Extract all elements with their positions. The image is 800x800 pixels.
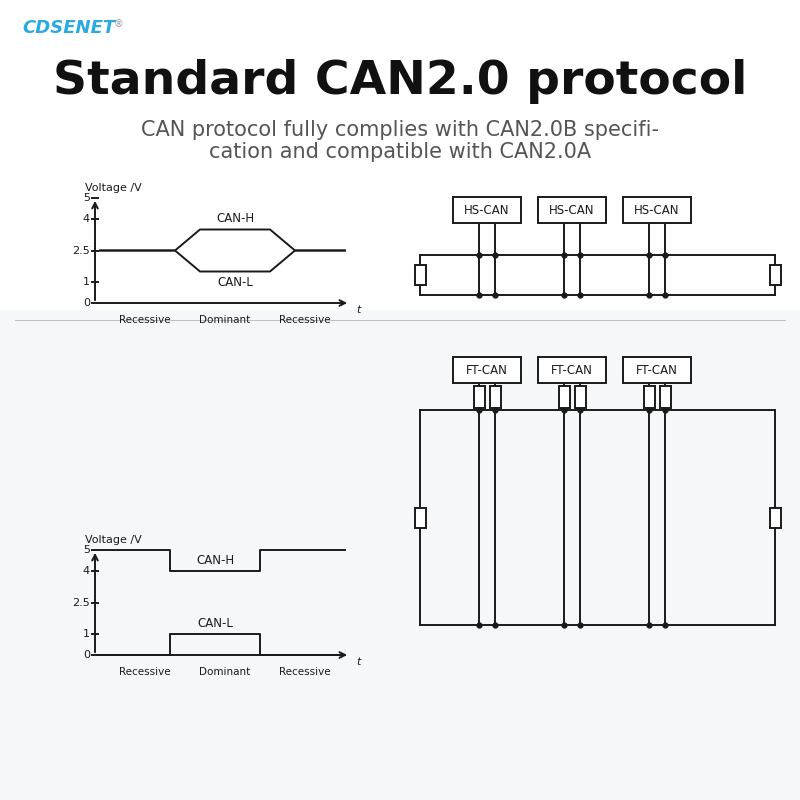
Bar [623,357,691,383]
Bar [770,265,781,285]
Bar [623,197,691,223]
Text: FT-CAN: FT-CAN [466,363,508,377]
Text: 2.5: 2.5 [72,598,90,607]
Text: FT-CAN: FT-CAN [551,363,593,377]
Bar [414,507,426,527]
Bar [414,265,426,285]
Text: Voltage /V: Voltage /V [85,183,142,193]
Text: CAN-L: CAN-L [197,617,233,630]
Text: 5: 5 [83,545,90,555]
Text: ®: ® [114,19,124,29]
Bar [574,386,586,407]
Bar [0,310,800,800]
Text: Voltage /V: Voltage /V [85,535,142,545]
Text: Recessive: Recessive [279,667,331,677]
Text: Dominant: Dominant [199,667,250,677]
Text: 5: 5 [83,193,90,203]
Text: CAN-H: CAN-H [216,212,254,226]
Text: 0: 0 [83,298,90,308]
Text: 1: 1 [83,629,90,639]
Text: Dominant: Dominant [199,315,250,325]
Text: FT-CAN: FT-CAN [636,363,678,377]
Text: Recessive: Recessive [279,315,331,325]
Text: Standard CAN2.0 protocol: Standard CAN2.0 protocol [53,59,747,105]
Text: CAN-L: CAN-L [217,276,253,289]
Text: CAN-H: CAN-H [196,554,234,567]
Text: 0: 0 [83,650,90,660]
Text: Recessive: Recessive [119,315,171,325]
Text: CAN protocol fully complies with CAN2.0B specifi-: CAN protocol fully complies with CAN2.0B… [141,120,659,140]
Text: HS-CAN: HS-CAN [550,203,594,217]
Text: 1: 1 [83,277,90,287]
Text: HS-CAN: HS-CAN [634,203,680,217]
Text: t: t [356,657,360,667]
Bar [474,386,485,407]
Bar [643,386,654,407]
Text: t: t [356,305,360,315]
Bar [538,357,606,383]
Text: 2.5: 2.5 [72,246,90,255]
Bar [659,386,670,407]
Text: HS-CAN: HS-CAN [464,203,510,217]
Text: 4: 4 [83,566,90,576]
Text: CDSENET: CDSENET [22,19,115,37]
Text: cation and compatible with CAN2.0A: cation and compatible with CAN2.0A [209,142,591,162]
Bar [490,386,501,407]
Text: Recessive: Recessive [119,667,171,677]
Bar [538,197,606,223]
Bar [558,386,570,407]
Text: 4: 4 [83,214,90,224]
Bar [453,357,521,383]
Bar [770,507,781,527]
Bar [453,197,521,223]
